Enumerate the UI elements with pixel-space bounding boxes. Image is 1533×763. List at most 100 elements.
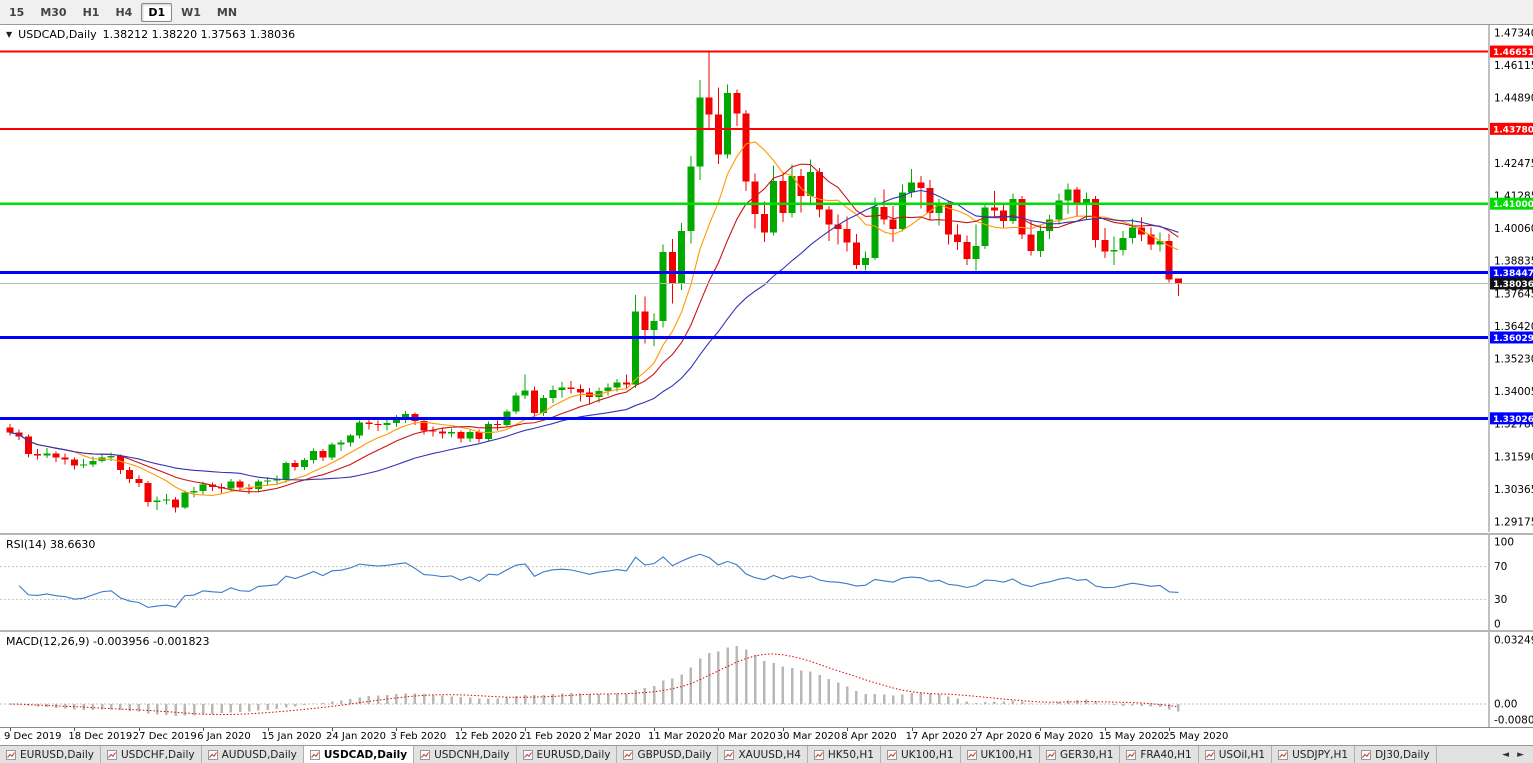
chart-tab-usdcnh-daily[interactable]: USDCNH,Daily [414, 746, 517, 763]
tab-scroll-left-icon[interactable]: ◄ [1502, 749, 1510, 760]
chart-tab-usdcad-daily[interactable]: USDCAD,Daily [303, 746, 415, 763]
svg-text:1.40060: 1.40060 [1494, 223, 1533, 235]
timeframe-buttons: 15 M30 H1 H4 D1 W1 MN [2, 2, 244, 22]
time-tick [332, 728, 333, 731]
chart-tab-usoil-h1[interactable]: USOil,H1 [1199, 746, 1273, 763]
mini-chart-icon [886, 749, 897, 760]
timeframe-button-h4[interactable]: H4 [115, 5, 133, 19]
chart-tab-audusd-daily[interactable]: AUDUSD,Daily [202, 746, 304, 763]
time-label: 15 Jan 2020 [261, 731, 322, 742]
time-label: 9 Dec 2019 [4, 731, 62, 742]
svg-text:30: 30 [1494, 594, 1507, 606]
tab-label: XAUUSD,H4 [738, 748, 801, 761]
time-label: 18 Dec 2019 [68, 731, 133, 742]
rsi-axis[interactable]: 100 70 30 0 [1494, 537, 1514, 631]
rsi-label: RSI(14) 38.6630 [6, 538, 96, 551]
time-tick [1169, 728, 1171, 731]
timeframe-button-h1[interactable]: H1 [82, 5, 100, 19]
chart-tab-eurusd-daily[interactable]: EURUSD,Daily [0, 746, 101, 763]
svg-text:-0.008086: -0.008086 [1494, 715, 1533, 727]
chart-tab-dj30-daily[interactable]: DJ30,Daily [1355, 746, 1437, 763]
price-tag-1.33026 [1490, 412, 1533, 425]
tab-label: USDCNH,Daily [434, 748, 510, 761]
svg-text:1.36029: 1.36029 [1493, 334, 1533, 344]
mini-chart-icon [1204, 749, 1215, 760]
time-tick [718, 728, 720, 731]
mini-chart-icon [309, 749, 320, 760]
time-tick [267, 728, 269, 731]
mini-chart-icon [724, 749, 735, 760]
time-label: 3 Feb 2020 [390, 731, 447, 742]
time-label: 30 Mar 2020 [776, 731, 841, 742]
tab-label: UK100,H1 [980, 748, 1034, 761]
chart-tab-eurusd-daily[interactable]: EURUSD,Daily [517, 746, 618, 763]
svg-text:1.46115: 1.46115 [1494, 60, 1533, 72]
price-tag-1.41000 [1490, 197, 1533, 210]
main-chart-panel[interactable]: 1.473401.461151.448901.436651.424751.412… [0, 25, 1533, 533]
macd-axis[interactable]: 0.032493 0.00 -0.008086 [1494, 635, 1533, 727]
svg-text:1.38835: 1.38835 [1494, 256, 1533, 268]
time-tick [782, 728, 784, 731]
chart-tab-usdchf-daily[interactable]: USDCHF,Daily [101, 746, 202, 763]
time-label: 15 May 2020 [1098, 731, 1165, 742]
mini-chart-icon [813, 749, 824, 760]
time-label: 6 Jan 2020 [197, 731, 251, 742]
current-price-tag [1490, 277, 1533, 290]
collapse-icon[interactable]: ▼ [6, 30, 13, 39]
mini-chart-icon [207, 749, 218, 760]
mini-chart-icon [522, 749, 533, 760]
svg-text:0: 0 [1494, 619, 1501, 631]
time-tick [1040, 728, 1042, 731]
tab-scroll-right-icon[interactable]: ► [1517, 749, 1524, 760]
timeframe-button-m30[interactable]: M30 [40, 5, 67, 19]
tab-scroll-controls: ◄ ► [1493, 746, 1533, 763]
symbol-period-label: USDCAD,Daily [18, 28, 97, 41]
mini-chart-icon [420, 749, 431, 760]
tab-label: USDCAD,Daily [323, 748, 408, 761]
rsi-line [18, 553, 1179, 608]
main-chart-svg[interactable]: 1.473401.461151.448901.436651.424751.412… [0, 25, 1533, 532]
svg-text:70: 70 [1494, 561, 1507, 573]
svg-text:1.29175: 1.29175 [1494, 517, 1533, 529]
chart-tab-uk100-h1[interactable]: UK100,H1 [961, 746, 1041, 763]
time-tick [911, 728, 913, 731]
macd-svg[interactable]: 0.032493 0.00 -0.008086 [0, 632, 1533, 727]
ma-13-line [9, 163, 1179, 493]
mini-chart-icon [966, 749, 977, 760]
rsi-svg[interactable]: 100 70 30 0 [0, 535, 1533, 630]
mini-chart-icon [1361, 749, 1372, 760]
tab-label: FRA40,H1 [1140, 748, 1192, 761]
svg-text:1.35230: 1.35230 [1494, 354, 1533, 366]
price-tag-1.43780 [1490, 122, 1533, 135]
svg-text:1.34005: 1.34005 [1494, 386, 1533, 398]
svg-text:1.38447: 1.38447 [1493, 269, 1533, 279]
timeframe-button-w1[interactable]: W1 [181, 5, 201, 19]
timeframe-button-d1[interactable]: D1 [141, 2, 173, 22]
time-tick [396, 728, 398, 731]
chart-tab-xauusd-h4[interactable]: XAUUSD,H4 [718, 746, 808, 763]
chart-tab-fra40-h1[interactable]: FRA40,H1 [1120, 746, 1199, 763]
ma-26-line [9, 189, 1179, 481]
chart-tab-ger30-h1[interactable]: GER30,H1 [1040, 746, 1121, 763]
chart-tab-uk100-h1[interactable]: UK100,H1 [881, 746, 961, 763]
timeframe-button-mn[interactable]: MN [216, 5, 238, 19]
rsi-indicator-panel[interactable]: 100 70 30 0 RSI(14) 38.6630 [0, 533, 1533, 630]
time-label: 8 Apr 2020 [841, 731, 897, 742]
macd-indicator-panel[interactable]: 0.032493 0.00 -0.008086 MACD(12,26,9) -0.0… [0, 630, 1533, 727]
mini-chart-icon [106, 749, 117, 760]
chart-tab-usdjpy-h1[interactable]: USDJPY,H1 [1272, 746, 1356, 763]
timeframe-button-15[interactable]: 15 [9, 5, 25, 19]
time-tick [976, 728, 977, 731]
tab-label: HK50,H1 [827, 748, 874, 761]
chart-tab-gbpusd-daily[interactable]: GBPUSD,Daily [617, 746, 719, 763]
time-label: 17 Apr 2020 [905, 731, 968, 742]
tab-label: USDCHF,Daily [120, 748, 195, 761]
timeframe-toolbar: 15 M30 H1 H4 D1 W1 MN [0, 0, 1533, 25]
chart-tab-hk50-h1[interactable]: HK50,H1 [808, 746, 881, 763]
time-label: 25 May 2020 [1163, 731, 1229, 742]
mini-chart-icon [1046, 749, 1057, 760]
price-tag-1.36029 [1490, 331, 1533, 344]
time-axis[interactable]: 9 Dec 2019 18 Dec 2019 27 Dec 2019 6 Jan 20… [0, 727, 1533, 745]
tab-label: USDJPY,H1 [1292, 748, 1349, 761]
